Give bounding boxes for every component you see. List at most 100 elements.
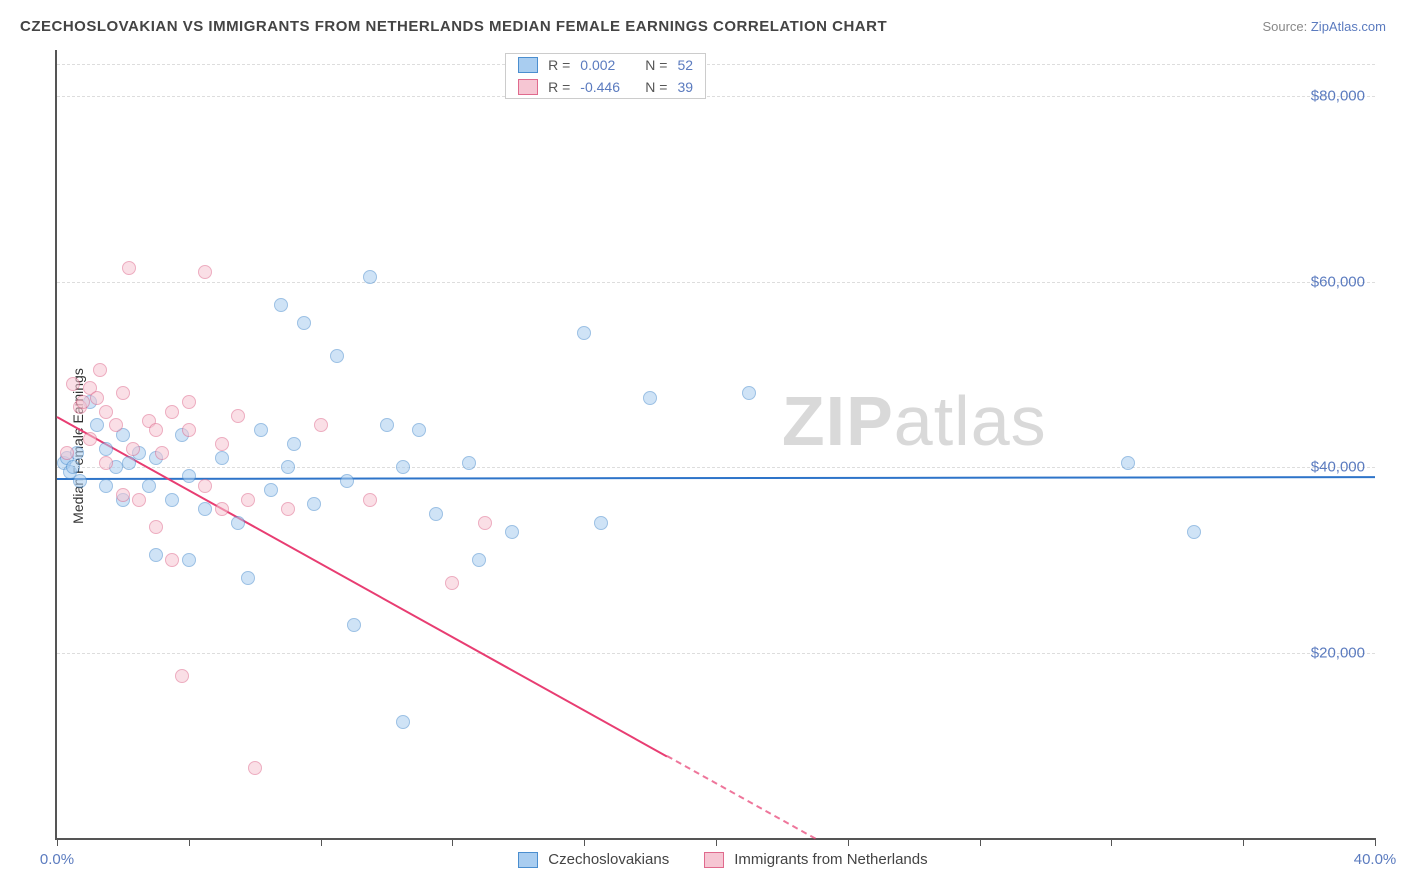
legend-n-label: N =: [645, 79, 667, 95]
data-point-czech: [182, 553, 196, 567]
x-tick: [848, 838, 849, 846]
data-point-nether: [165, 553, 179, 567]
data-point-nether: [99, 456, 113, 470]
data-point-nether: [122, 261, 136, 275]
data-point-czech: [363, 270, 377, 284]
legend-n-value-nether: 39: [677, 79, 693, 95]
data-point-nether: [132, 493, 146, 507]
data-point-nether: [126, 442, 140, 456]
data-point-czech: [198, 502, 212, 516]
data-point-nether: [314, 418, 328, 432]
legend-row-nether: R = -0.446N = 39: [506, 76, 705, 98]
grid-line: [57, 467, 1375, 468]
data-point-czech: [396, 715, 410, 729]
legend-r-value-czech: 0.002: [580, 57, 635, 73]
grid-line: [57, 653, 1375, 654]
data-point-nether: [60, 446, 74, 460]
watermark: ZIPatlas: [782, 381, 1047, 461]
trend-line-czech: [57, 476, 1375, 480]
grid-line: [57, 282, 1375, 283]
data-point-czech: [149, 548, 163, 562]
x-tick: [189, 838, 190, 846]
data-point-czech: [99, 479, 113, 493]
y-tick-label: $40,000: [1311, 459, 1365, 476]
data-point-czech: [307, 497, 321, 511]
data-point-czech: [643, 391, 657, 405]
data-point-czech: [347, 618, 361, 632]
data-point-nether: [241, 493, 255, 507]
x-tick: [1111, 838, 1112, 846]
source-link[interactable]: ZipAtlas.com: [1311, 19, 1386, 34]
data-point-nether: [116, 488, 130, 502]
legend-row-czech: R = 0.002 N = 52: [506, 54, 705, 76]
legend-swatch-czech: [518, 57, 538, 73]
data-point-czech: [594, 516, 608, 530]
data-point-nether: [363, 493, 377, 507]
data-point-czech: [281, 460, 295, 474]
data-point-czech: [472, 553, 486, 567]
data-point-nether: [215, 502, 229, 516]
data-point-czech: [165, 493, 179, 507]
data-point-czech: [90, 418, 104, 432]
x-tick: [584, 838, 585, 846]
chart-title: CZECHOSLOVAKIAN VS IMMIGRANTS FROM NETHE…: [20, 18, 887, 35]
data-point-nether: [182, 395, 196, 409]
data-point-nether: [445, 576, 459, 590]
data-point-nether: [248, 761, 262, 775]
legend-r-label: R =: [548, 57, 570, 73]
data-point-czech: [99, 442, 113, 456]
source-credit: Source: ZipAtlas.com: [1262, 19, 1386, 34]
data-point-nether: [83, 432, 97, 446]
data-point-nether: [149, 520, 163, 534]
legend-swatch-nether: [704, 852, 724, 868]
data-point-czech: [412, 423, 426, 437]
grid-line: [57, 64, 1375, 65]
x-tick-label: 0.0%: [40, 851, 74, 868]
data-point-czech: [264, 483, 278, 497]
data-point-nether: [478, 516, 492, 530]
data-point-nether: [215, 437, 229, 451]
data-point-nether: [175, 669, 189, 683]
data-point-czech: [462, 456, 476, 470]
data-point-czech: [1187, 525, 1201, 539]
legend-n-label: N =: [645, 57, 667, 73]
data-point-czech: [241, 571, 255, 585]
legend-r-label: R =: [548, 79, 570, 95]
x-tick: [57, 838, 58, 846]
legend-label-czech: Czechoslovakians: [548, 851, 669, 868]
data-point-czech: [505, 525, 519, 539]
data-point-czech: [1121, 456, 1135, 470]
watermark-bold: ZIP: [782, 382, 894, 460]
data-point-czech: [297, 316, 311, 330]
data-point-nether: [182, 423, 196, 437]
data-point-czech: [182, 469, 196, 483]
data-point-czech: [274, 298, 288, 312]
data-point-nether: [198, 479, 212, 493]
source-prefix: Source:: [1262, 19, 1310, 34]
data-point-nether: [66, 377, 80, 391]
legend-correlation: R = 0.002 N = 52 R = -0.446N = 39: [505, 53, 706, 99]
legend-series: Czechoslovakians Immigrants from Netherla…: [518, 851, 952, 868]
trend-line-nether-dashed: [666, 756, 815, 840]
watermark-rest: atlas: [894, 382, 1047, 460]
data-point-nether: [281, 502, 295, 516]
x-tick-label: 40.0%: [1354, 851, 1397, 868]
data-point-czech: [577, 326, 591, 340]
data-point-czech: [330, 349, 344, 363]
legend-label-nether: Immigrants from Netherlands: [734, 851, 927, 868]
data-point-nether: [231, 409, 245, 423]
legend-n-value-czech: 52: [677, 57, 693, 73]
chart-header: CZECHOSLOVAKIAN VS IMMIGRANTS FROM NETHE…: [20, 18, 1386, 35]
x-tick: [980, 838, 981, 846]
x-tick: [716, 838, 717, 846]
data-point-nether: [90, 391, 104, 405]
legend-swatch-czech: [518, 852, 538, 868]
data-point-czech: [380, 418, 394, 432]
x-tick: [1375, 838, 1376, 846]
data-point-nether: [198, 265, 212, 279]
data-point-czech: [66, 460, 80, 474]
data-point-nether: [99, 405, 113, 419]
data-point-czech: [396, 460, 410, 474]
data-point-nether: [155, 446, 169, 460]
data-point-czech: [231, 516, 245, 530]
